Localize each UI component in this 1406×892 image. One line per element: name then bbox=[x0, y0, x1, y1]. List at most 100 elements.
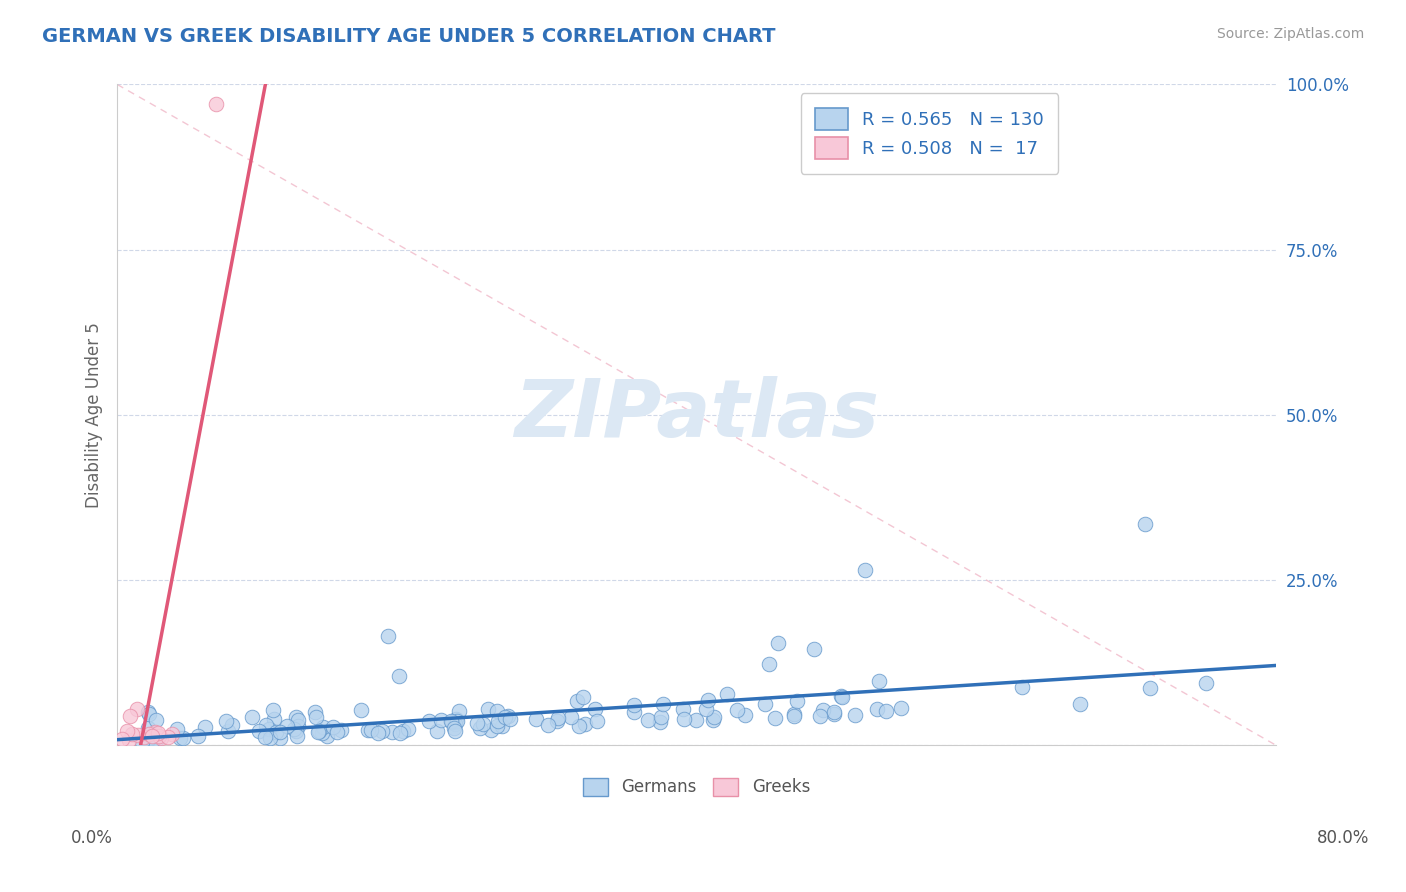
Point bbox=[118, 732, 141, 747]
Point bbox=[285, 710, 308, 724]
Point bbox=[392, 724, 415, 739]
Point bbox=[308, 724, 330, 739]
Point bbox=[307, 725, 329, 739]
Point bbox=[169, 731, 191, 746]
Point bbox=[305, 710, 328, 724]
Point bbox=[763, 710, 786, 724]
Point bbox=[142, 733, 165, 747]
Point bbox=[477, 702, 499, 716]
Point bbox=[128, 728, 150, 742]
Point bbox=[547, 711, 569, 725]
Point bbox=[1195, 676, 1218, 690]
Point bbox=[160, 726, 183, 740]
Point bbox=[145, 713, 167, 727]
Point bbox=[1133, 516, 1156, 531]
Point bbox=[111, 732, 134, 747]
Point bbox=[499, 712, 522, 726]
Point bbox=[388, 669, 411, 683]
Point bbox=[389, 726, 412, 740]
Point bbox=[485, 719, 508, 733]
Point bbox=[754, 698, 776, 712]
Point bbox=[285, 723, 308, 738]
Point bbox=[187, 729, 209, 743]
Point bbox=[156, 730, 179, 744]
Point bbox=[1069, 697, 1091, 711]
Point bbox=[312, 720, 335, 734]
Point bbox=[444, 713, 467, 727]
Point bbox=[131, 735, 153, 749]
Point bbox=[648, 715, 671, 730]
Point bbox=[890, 701, 912, 715]
Point bbox=[783, 706, 806, 721]
Point bbox=[444, 723, 467, 738]
Point bbox=[546, 714, 568, 729]
Point bbox=[783, 708, 806, 723]
Point bbox=[440, 714, 463, 728]
Point bbox=[326, 724, 349, 739]
Point bbox=[465, 716, 488, 731]
Point bbox=[418, 714, 440, 728]
Y-axis label: Disability Age Under 5: Disability Age Under 5 bbox=[86, 322, 103, 508]
Point bbox=[139, 731, 162, 745]
Text: 0.0%: 0.0% bbox=[70, 829, 112, 847]
Point bbox=[146, 726, 169, 740]
Point bbox=[287, 713, 309, 727]
Point bbox=[283, 722, 305, 736]
Point bbox=[443, 717, 465, 731]
Point bbox=[685, 713, 707, 727]
Point bbox=[350, 702, 373, 716]
Point bbox=[134, 730, 156, 744]
Text: ZIPatlas: ZIPatlas bbox=[515, 376, 879, 454]
Point bbox=[853, 563, 876, 577]
Point bbox=[262, 703, 284, 717]
Point bbox=[560, 710, 582, 724]
Point bbox=[276, 718, 298, 732]
Point bbox=[136, 705, 159, 719]
Point bbox=[357, 723, 380, 737]
Point bbox=[823, 706, 845, 720]
Point bbox=[868, 674, 890, 689]
Point bbox=[637, 713, 659, 727]
Point bbox=[443, 721, 465, 735]
Point bbox=[371, 724, 394, 739]
Point bbox=[565, 694, 588, 708]
Point bbox=[766, 636, 789, 650]
Point bbox=[263, 712, 285, 726]
Point bbox=[120, 708, 142, 723]
Point bbox=[803, 642, 825, 657]
Point bbox=[866, 702, 889, 716]
Point bbox=[446, 714, 468, 728]
Point bbox=[264, 725, 287, 739]
Point bbox=[146, 731, 169, 746]
Point bbox=[204, 97, 226, 112]
Point bbox=[287, 719, 309, 733]
Point bbox=[136, 721, 159, 735]
Point bbox=[831, 690, 853, 705]
Point bbox=[254, 731, 277, 745]
Point bbox=[758, 657, 780, 672]
Point bbox=[585, 714, 607, 728]
Point bbox=[479, 723, 502, 737]
Point bbox=[583, 702, 606, 716]
Point bbox=[221, 718, 243, 732]
Point bbox=[329, 723, 352, 738]
Point bbox=[1011, 680, 1033, 694]
Point bbox=[524, 712, 547, 726]
Point bbox=[143, 725, 166, 739]
Point bbox=[485, 705, 508, 719]
Point bbox=[650, 710, 672, 724]
Point bbox=[194, 720, 217, 734]
Text: Source: ZipAtlas.com: Source: ZipAtlas.com bbox=[1216, 27, 1364, 41]
Point bbox=[304, 706, 326, 720]
Point bbox=[148, 729, 170, 743]
Point bbox=[734, 707, 756, 722]
Point bbox=[491, 719, 513, 733]
Point bbox=[537, 718, 560, 732]
Point bbox=[259, 731, 281, 746]
Point bbox=[115, 724, 138, 739]
Point bbox=[240, 710, 263, 724]
Point bbox=[844, 707, 866, 722]
Point bbox=[149, 731, 172, 746]
Point bbox=[673, 712, 696, 726]
Point bbox=[254, 718, 277, 732]
